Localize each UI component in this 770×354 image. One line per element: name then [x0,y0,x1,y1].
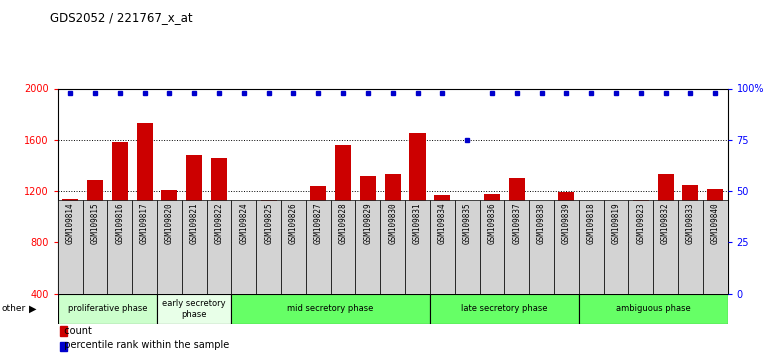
Bar [707,189,723,294]
Bar [232,200,256,294]
Bar [633,200,649,294]
Bar [310,186,326,294]
Bar [182,200,206,294]
Bar [107,200,132,294]
Bar [286,204,302,294]
Text: GSM109834: GSM109834 [438,203,447,245]
Bar [60,326,66,336]
Text: GSM109824: GSM109824 [239,203,249,245]
Text: GSM109831: GSM109831 [413,203,422,245]
Text: ▶: ▶ [29,304,37,314]
Text: GSM109820: GSM109820 [165,203,174,245]
Bar [703,200,728,294]
Text: GSM109835: GSM109835 [463,203,472,245]
Bar [136,123,152,294]
Bar [504,200,529,294]
Text: GSM109828: GSM109828 [339,203,347,245]
Bar [236,222,252,294]
Bar [62,199,79,294]
FancyBboxPatch shape [579,294,728,324]
Bar [211,158,227,294]
Bar [260,200,276,294]
Bar [558,193,574,294]
Bar [434,195,450,294]
Text: GSM109829: GSM109829 [363,203,373,245]
Text: GSM109821: GSM109821 [189,203,199,245]
Text: GSM109818: GSM109818 [587,203,596,245]
Text: GSM109837: GSM109837 [512,203,521,245]
Bar [604,200,628,294]
Text: GSM109817: GSM109817 [140,203,149,245]
Text: other: other [2,304,25,313]
Bar [455,200,480,294]
Bar [281,200,306,294]
FancyBboxPatch shape [58,294,157,324]
Text: GSM109839: GSM109839 [562,203,571,245]
Text: GSM109830: GSM109830 [388,203,397,245]
Bar [579,200,604,294]
Text: GSM109816: GSM109816 [116,203,124,245]
Bar [682,185,698,294]
Text: GSM109814: GSM109814 [65,203,75,245]
Text: early secretory
phase: early secretory phase [162,299,226,319]
Bar [653,200,678,294]
Bar [484,194,500,294]
Text: GSM109838: GSM109838 [537,203,546,245]
Bar [58,200,82,294]
Bar [509,178,525,294]
Bar [206,200,232,294]
Bar [82,200,107,294]
Text: GSM109832: GSM109832 [661,203,670,245]
FancyBboxPatch shape [157,294,232,324]
Bar [132,200,157,294]
Bar [87,179,103,294]
Bar [157,200,182,294]
Bar [480,200,504,294]
Bar [405,200,430,294]
Text: GSM109840: GSM109840 [711,203,720,245]
Bar [162,190,177,294]
Text: GSM109815: GSM109815 [90,203,99,245]
Text: percentile rank within the sample: percentile rank within the sample [58,340,229,350]
Text: GSM109827: GSM109827 [313,203,323,245]
Bar [335,145,351,294]
Bar [529,200,554,294]
Text: GSM109826: GSM109826 [289,203,298,245]
Bar [60,342,66,352]
Text: GSM109836: GSM109836 [487,203,497,245]
Text: GDS2052 / 221767_x_at: GDS2052 / 221767_x_at [50,11,192,24]
Bar [385,175,400,294]
Text: GSM109822: GSM109822 [215,203,223,245]
Bar [330,200,356,294]
Bar [410,133,426,294]
Text: GSM109825: GSM109825 [264,203,273,245]
Bar [256,200,281,294]
Text: GSM109819: GSM109819 [611,203,621,245]
Bar [608,219,624,294]
Bar [678,200,703,294]
Bar [430,200,455,294]
Bar [658,175,674,294]
Bar [554,200,579,294]
FancyBboxPatch shape [430,294,579,324]
Bar [534,210,550,294]
Bar [583,217,599,294]
Text: mid secretory phase: mid secretory phase [287,304,374,313]
FancyBboxPatch shape [232,294,430,324]
Bar [360,176,376,294]
Bar [356,200,380,294]
Text: count: count [58,326,92,336]
Bar [306,200,330,294]
Bar [380,200,405,294]
Bar [186,155,203,294]
Bar [628,200,653,294]
Text: late secretory phase: late secretory phase [461,304,547,313]
Text: ambiguous phase: ambiguous phase [616,304,691,313]
Text: GSM109823: GSM109823 [636,203,645,245]
Text: GSM109833: GSM109833 [686,203,695,245]
Bar [459,289,475,294]
Bar [112,142,128,294]
Text: proliferative phase: proliferative phase [68,304,147,313]
